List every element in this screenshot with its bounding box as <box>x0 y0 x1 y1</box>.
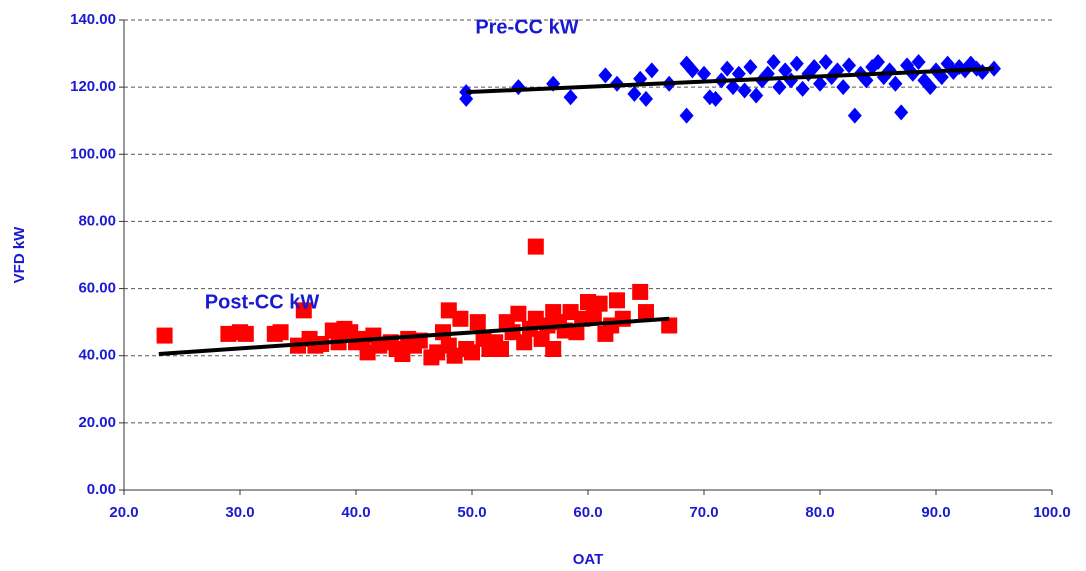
point <box>568 324 585 341</box>
point <box>813 75 827 92</box>
x-tick-label: 20.0 <box>109 504 138 521</box>
point <box>511 79 526 96</box>
point <box>237 325 254 342</box>
point <box>795 80 810 97</box>
point <box>749 87 764 104</box>
point <box>639 90 653 107</box>
point <box>847 107 862 124</box>
point <box>464 344 480 361</box>
point <box>679 55 694 72</box>
point <box>726 79 740 96</box>
point <box>469 314 486 331</box>
point <box>911 53 926 70</box>
point <box>627 85 642 102</box>
x-tick-label: 70.0 <box>689 504 718 521</box>
point <box>963 55 978 72</box>
point <box>591 295 608 312</box>
point <box>731 65 746 82</box>
point <box>516 334 533 351</box>
x-tick-label: 40.0 <box>341 504 370 521</box>
point <box>743 59 758 75</box>
series-label: Pre-CC kW <box>475 16 578 38</box>
point <box>156 327 173 344</box>
y-tick-label: 140.00 <box>70 11 116 28</box>
point <box>789 55 804 72</box>
point <box>679 107 694 124</box>
point <box>632 283 649 300</box>
point <box>894 104 909 121</box>
y-tick-label: 0.00 <box>87 481 116 498</box>
x-tick-label: 60.0 <box>573 504 602 521</box>
point <box>493 341 509 357</box>
point <box>644 62 659 79</box>
point <box>871 53 885 70</box>
point <box>708 90 723 107</box>
point <box>842 57 856 74</box>
point <box>510 305 527 322</box>
trend-line <box>466 66 995 95</box>
point <box>778 62 793 79</box>
point <box>545 341 562 357</box>
point <box>836 79 851 96</box>
trend-line <box>158 316 670 357</box>
y-tick-label: 40.00 <box>78 347 116 364</box>
point <box>923 79 938 96</box>
point <box>614 310 631 327</box>
point <box>697 65 711 82</box>
point <box>766 53 781 70</box>
point <box>295 302 312 319</box>
y-tick-label: 60.00 <box>78 280 116 297</box>
point <box>720 60 735 77</box>
point <box>737 82 752 99</box>
series-label: Post-CC kW <box>205 291 320 313</box>
x-tick-label: 90.0 <box>921 504 950 521</box>
point <box>661 317 678 334</box>
x-tick-label: 100.0 <box>1033 504 1071 521</box>
point <box>459 90 474 107</box>
y-tick-label: 20.00 <box>78 414 116 431</box>
y-tick-label: 100.00 <box>70 145 116 162</box>
point <box>888 75 903 92</box>
y-tick-label: 80.00 <box>78 212 116 229</box>
point <box>685 62 700 79</box>
point <box>272 324 289 341</box>
point <box>598 67 613 84</box>
point <box>940 55 955 72</box>
x-tick-label: 30.0 <box>225 504 254 521</box>
point <box>609 292 625 309</box>
x-tick-label: 80.0 <box>805 504 834 521</box>
point <box>807 59 822 75</box>
x-tick-label: 50.0 <box>457 504 486 521</box>
x-axis-title: OAT <box>573 551 604 568</box>
y-axis-title: VFD kW <box>11 226 28 284</box>
point <box>818 53 833 70</box>
point <box>772 79 787 96</box>
point <box>452 310 469 327</box>
point <box>527 238 544 255</box>
point <box>638 304 654 321</box>
point <box>563 89 578 106</box>
y-tick-label: 120.00 <box>70 78 116 95</box>
